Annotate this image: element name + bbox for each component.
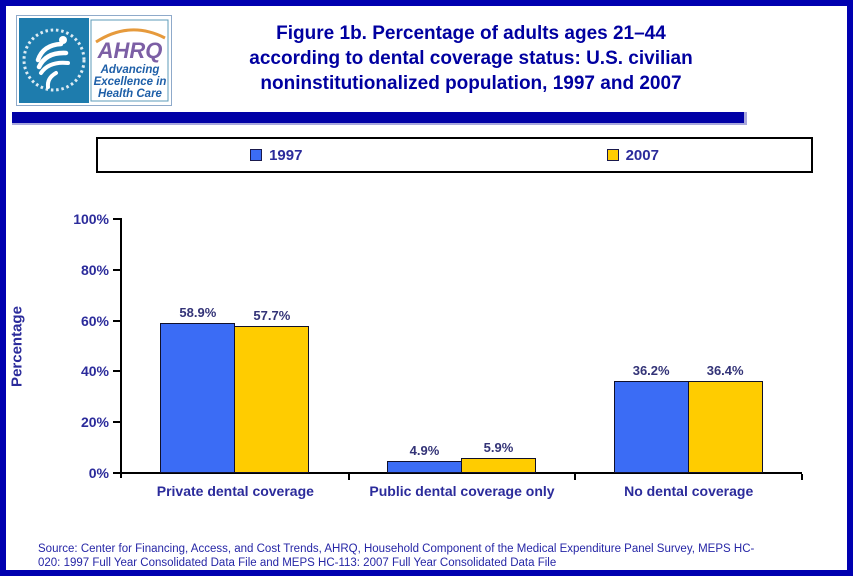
bar-1997-public-dental-coverage-only xyxy=(387,460,462,473)
y-axis-tick-label: 100% xyxy=(73,211,109,227)
ahrq-tagline-line2: Excellence in xyxy=(94,76,167,88)
bar-2007-no-dental-coverage xyxy=(687,380,763,473)
source-note-line1: Source: Center for Financing, Access, an… xyxy=(38,543,755,555)
y-axis-tick-label: 60% xyxy=(80,312,109,329)
y-axis-tick-label: 40% xyxy=(80,363,109,380)
ahrq-arc xyxy=(95,28,166,44)
bar-2007-private-dental-coverage xyxy=(234,326,310,473)
y-axis-line xyxy=(120,219,122,478)
y-axis-tick xyxy=(113,319,122,322)
bar-value-label: 58.9% xyxy=(179,305,217,321)
legend-swatch-1997 xyxy=(250,149,263,161)
category-label: Private dental coverage xyxy=(156,483,314,499)
ahrq-tagline-line1: Advancing xyxy=(100,64,160,76)
ahrq-acronym: AHRQ xyxy=(97,38,163,63)
legend-label-2007: 2007 xyxy=(625,146,659,164)
legend-swatch-2007 xyxy=(606,149,619,161)
x-axis-tick xyxy=(801,474,803,480)
bar-value-label: 5.9% xyxy=(483,440,514,455)
y-axis-title: Percentage xyxy=(8,306,26,387)
source-note-line2: 020: 1997 Full Year Consolidated Data Fi… xyxy=(38,556,557,569)
y-axis-tick xyxy=(113,472,122,474)
y-axis-tick xyxy=(113,218,122,220)
figure-title-line1: Figure 1b. Percentage of adults ages 21–… xyxy=(276,23,666,44)
y-axis-tick-label: 20% xyxy=(80,414,109,431)
y-axis-tick-label: 80% xyxy=(80,261,109,278)
hhs-eagle-icon xyxy=(22,28,86,92)
ahrq-hhs-logo-svg: AHRQ Advancing Excellence in Health Care xyxy=(16,15,172,106)
source-note: Source: Center for Financing, Access, an… xyxy=(38,543,830,570)
y-axis-tick xyxy=(113,421,122,424)
legend-item-2007: 2007 xyxy=(455,139,812,171)
legend-label-1997: 1997 xyxy=(269,146,303,164)
x-axis-tick xyxy=(574,474,577,480)
bar-1997-private-dental-coverage xyxy=(160,323,236,473)
x-axis-tick xyxy=(347,474,350,480)
bar-1997-no-dental-coverage xyxy=(613,381,689,473)
bar-value-label: 4.9% xyxy=(409,442,440,458)
hhs-seal-background xyxy=(19,18,89,103)
figure-title-line3: noninstitutionalized population, 1997 an… xyxy=(260,73,682,94)
ahrq-tagline-line3: Health Care xyxy=(98,88,163,100)
category-label: No dental coverage xyxy=(624,483,754,499)
figure-title-line2: according to dental coverage status: U.S… xyxy=(249,48,693,69)
y-axis-tick xyxy=(113,370,122,373)
y-axis-tick xyxy=(113,268,122,271)
x-axis-line xyxy=(120,472,802,474)
bar-value-label: 57.7% xyxy=(253,308,291,324)
legend-item-1997: 1997 xyxy=(98,139,455,171)
chart-legend: 1997 2007 xyxy=(96,137,813,173)
figure-title: Figure 1b. Percentage of adults ages 21–… xyxy=(186,21,756,96)
bar-value-label: 36.4% xyxy=(706,362,744,378)
y-axis-tick-label: 0% xyxy=(88,465,109,481)
bar-value-label: 36.2% xyxy=(632,363,670,379)
header-divider-rule xyxy=(12,112,747,125)
ahrq-wordmark: AHRQ Advancing Excellence in Health Care xyxy=(90,19,169,102)
bar-chart: Percentage 0% 20% 40% 60% 80% 100% 58.9% 57.7% P… xyxy=(6,6,847,570)
category-label: Public dental coverage only xyxy=(369,483,555,499)
bar-2007-public-dental-coverage-only xyxy=(461,458,536,473)
ahrq-hhs-logo: AHRQ Advancing Excellence in Health Care xyxy=(16,15,172,106)
